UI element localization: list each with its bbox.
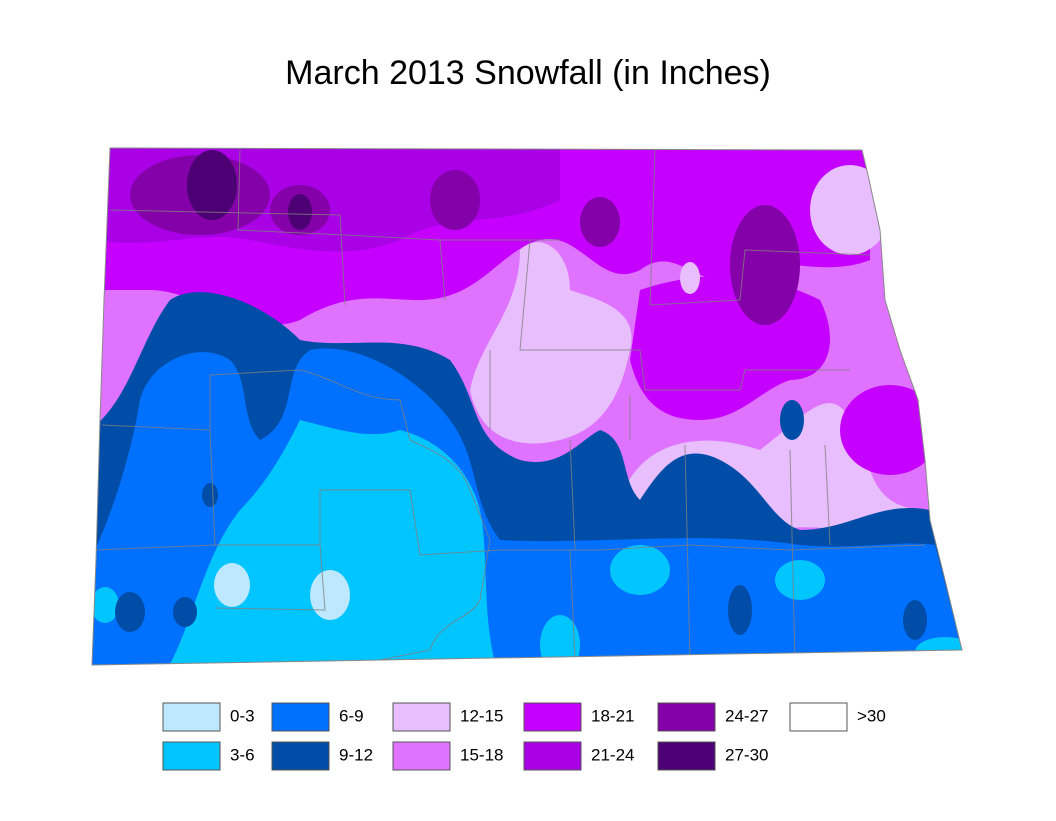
zone: [610, 545, 670, 595]
legend-label: 18-21: [591, 706, 634, 725]
zone: [115, 592, 145, 632]
legend-label: 21-24: [591, 745, 634, 764]
legend-swatch: [271, 702, 330, 732]
legend-swatch: [523, 741, 582, 771]
legend-swatch: [789, 702, 848, 732]
state-outline: [91, 147, 963, 666]
legend-label: 9-12: [339, 745, 373, 764]
zone: [810, 165, 890, 255]
legend-label: >30: [857, 706, 886, 725]
zone: [903, 600, 927, 640]
zone: [430, 170, 480, 230]
zone: [580, 197, 620, 247]
zone: [310, 570, 350, 620]
zone: [92, 587, 119, 623]
legend: 0-3 3-6 6-9 9-12 12-15 15-18 18-21 21-24 24-27 27…: [162, 702, 886, 771]
zone: [915, 637, 962, 665]
zone: [680, 262, 700, 294]
zone: [775, 560, 825, 600]
zone: [187, 150, 237, 220]
zone: [214, 563, 250, 607]
legend-swatch: [657, 741, 716, 771]
county-lines: [94, 149, 926, 661]
legend-label: 27-30: [725, 745, 768, 764]
zone: [288, 194, 312, 230]
legend-swatch: [271, 741, 330, 771]
legend-label: 12-15: [460, 706, 503, 725]
zone: [160, 420, 500, 665]
legend-label: 24-27: [725, 706, 768, 725]
legend-swatch: [162, 741, 221, 771]
zone: [730, 205, 800, 325]
legend-label: 0-3: [230, 706, 255, 725]
zone: [470, 242, 632, 444]
legend-swatch: [657, 702, 716, 732]
zone: [173, 597, 197, 627]
zone: [780, 400, 804, 440]
legend-label: 6-9: [339, 706, 364, 725]
zone: [728, 585, 752, 635]
legend-swatch: [392, 741, 451, 771]
zone: [202, 483, 218, 507]
legend-swatch: [523, 702, 582, 732]
legend-swatch: [162, 702, 221, 732]
legend-label: 15-18: [460, 745, 503, 764]
snowfall-map: [92, 148, 962, 665]
legend-label: 3-6: [230, 745, 255, 764]
legend-swatch: [392, 702, 451, 732]
map-title: March 2013 Snowfall (in Inches): [285, 54, 771, 92]
zone: [840, 385, 940, 475]
